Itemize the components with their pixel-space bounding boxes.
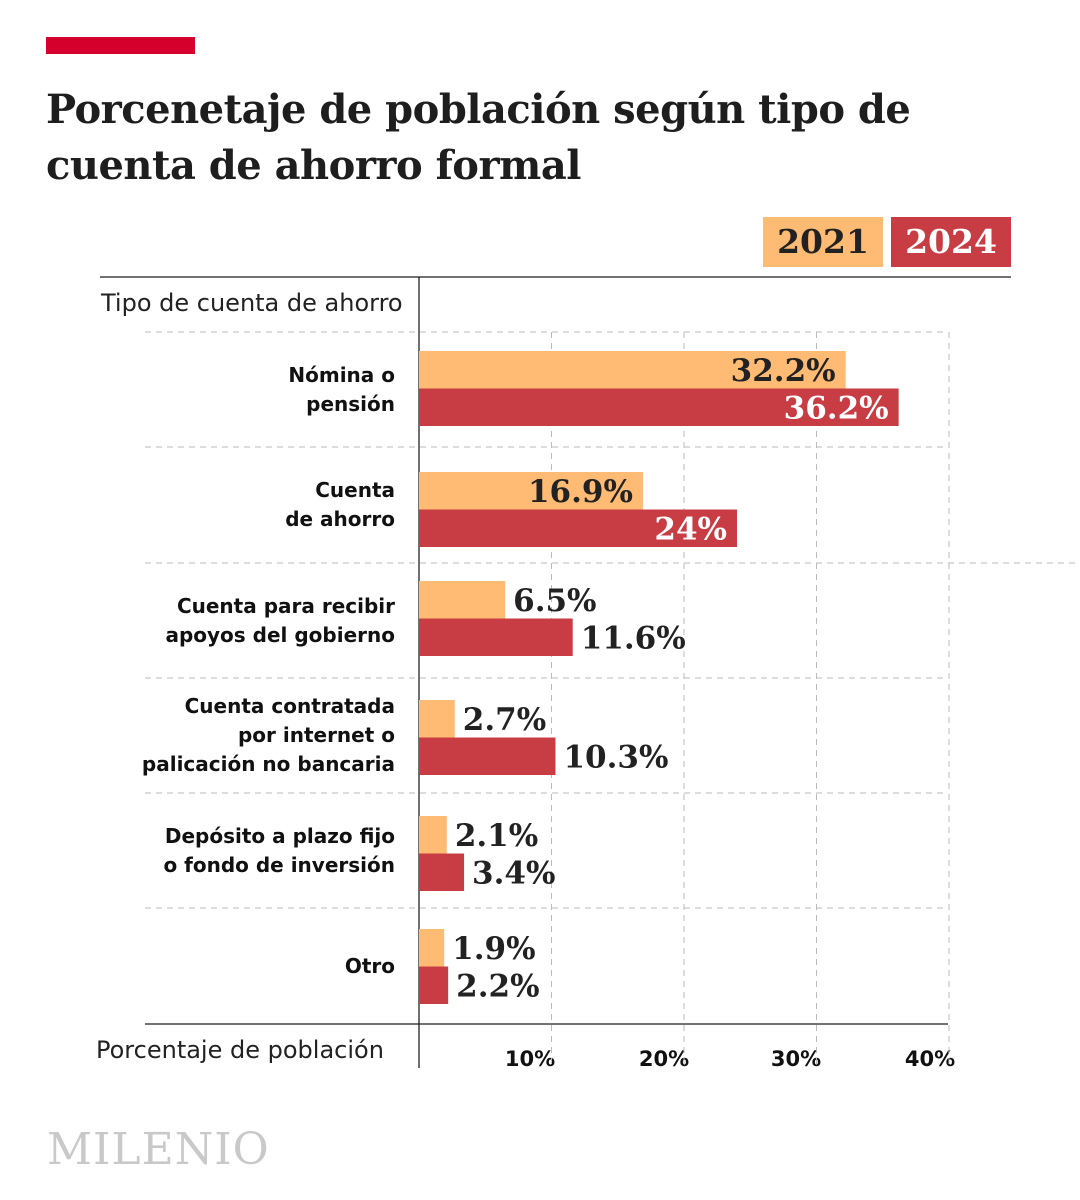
category-label-line: o fondo de inversión: [163, 852, 395, 877]
bar-2021: [419, 700, 455, 738]
x-axis-label: Porcentaje de población: [96, 1036, 384, 1064]
data-label-2021: 6.5%: [513, 583, 596, 619]
bar-2021: [419, 351, 846, 389]
bar-2021: [419, 816, 447, 854]
accent-bar: [46, 37, 195, 54]
bar-2024: [419, 388, 899, 426]
category-label-line: Nómina o: [288, 362, 395, 387]
y-axis-label: Tipo de cuenta de ahorro: [101, 289, 403, 317]
category-label: Nómina o pensión: [288, 361, 395, 419]
data-label-2021: 1.9%: [452, 931, 535, 967]
category-label-line: palicación no bancaria: [141, 752, 395, 776]
category-label-line: Cuenta contratada: [184, 694, 395, 718]
chart-title: Porcenetaje de población según tipo de c…: [46, 86, 911, 189]
bar-2024: [419, 737, 556, 775]
bar-2024: [419, 853, 465, 891]
data-label-2021: 2.7%: [463, 702, 546, 738]
milenio-logo: MILENIO: [47, 1124, 270, 1175]
legend-2021: 2021: [763, 217, 883, 267]
category-label: Cuenta contratada por internet o palicació…: [142, 692, 395, 779]
data-label-2024: 36.2%: [784, 390, 889, 426]
data-label-2021: 2.1%: [455, 818, 538, 854]
x-tick-10: 10%: [504, 1047, 556, 1071]
category-label-line: Otro: [344, 953, 395, 978]
data-label-2024: 10.3%: [563, 739, 668, 775]
category-label: Otro: [345, 952, 395, 981]
category-label-line: Cuenta para recibir: [176, 593, 395, 618]
x-tick-20: 20%: [638, 1047, 690, 1071]
legend-2024: 2024: [891, 217, 1011, 267]
bar-2024: [419, 618, 573, 656]
category-label-line: Cuenta: [315, 478, 395, 502]
data-label-2024: 3.4%: [472, 855, 555, 891]
category-label-line: Depósito a plazo fijo: [164, 823, 395, 848]
category-label: Cuenta para recibir apoyos del gobierno: [165, 592, 395, 650]
data-label-2021: 32.2%: [731, 353, 836, 389]
bar-2021: [419, 472, 643, 510]
bar-2024: [419, 509, 737, 547]
category-label-line: apoyos del gobierno: [165, 622, 395, 647]
bar-2021: [419, 929, 445, 967]
category-label-line: por internet o: [237, 723, 395, 747]
data-label-2024: 11.6%: [581, 620, 686, 656]
category-label: Cuenta de ahorro: [285, 476, 395, 534]
bar-2024: [419, 966, 449, 1004]
bar-2021: [419, 581, 506, 619]
x-tick-30: 30%: [770, 1047, 822, 1071]
data-label-2021: 16.9%: [528, 474, 633, 510]
data-label-2024: 24%: [654, 511, 727, 547]
category-label: Depósito a plazo fijo o fondo de inversió…: [163, 822, 395, 880]
x-tick-40: 40%: [904, 1047, 956, 1071]
category-label-line: de ahorro: [285, 507, 395, 531]
data-label-2024: 2.2%: [456, 968, 539, 1004]
category-label-line: pensión: [306, 391, 395, 416]
